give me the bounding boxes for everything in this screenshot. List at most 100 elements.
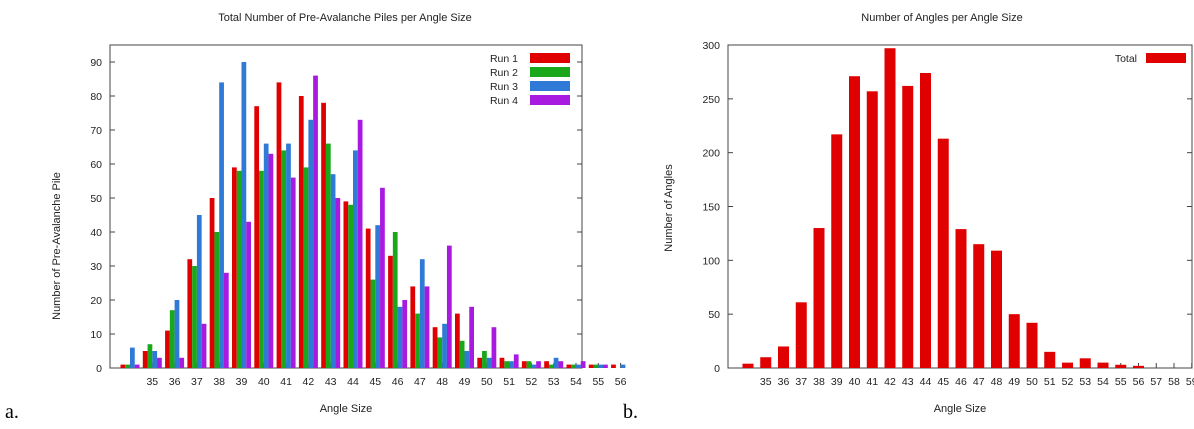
chart-b-xtick-label: 38 [813, 376, 825, 388]
chart-a-bar-run-1 [477, 357, 483, 368]
chart-a-bar-run-1 [276, 82, 282, 369]
chart-b-ytick-label: 300 [702, 40, 720, 52]
chart-a-bar-run-3 [397, 306, 403, 368]
chart-a-ytick-label: 40 [90, 227, 102, 239]
chart-b-bar-total [902, 85, 914, 368]
chart-b-bar-total [1044, 351, 1056, 368]
chart-a-ytick-label: 70 [90, 125, 102, 137]
chart-a-legend-label: Run 2 [490, 67, 518, 79]
chart-a-bar-run-4 [157, 357, 162, 368]
chart-a-bar-run-2 [482, 351, 487, 368]
chart-a-bar-run-4 [536, 361, 541, 368]
chart-a-bar-run-4 [446, 245, 452, 368]
chart-b-bar-total [831, 134, 843, 368]
chart-a-bar-run-2 [571, 364, 576, 368]
chart-a-bar-run-3 [509, 361, 514, 368]
chart-b-xtick-label: 54 [1097, 376, 1109, 388]
chart-a-bar-run-1 [298, 96, 304, 368]
chart-a-bar-run-4 [335, 198, 341, 368]
chart-a-xtick-label: 56 [615, 376, 627, 388]
chart-a-bar-run-2 [548, 364, 554, 368]
chart-a-bar-run-1 [232, 167, 237, 368]
chart-a-xtick-label: 50 [481, 376, 493, 388]
chart-a-bar-run-4 [268, 153, 274, 368]
chart-b-xtick-label: 35 [760, 376, 772, 388]
chart-a-bar-run-3 [598, 364, 604, 368]
chart-b: Number of Angles per Angle Size 0 50 100 15… [623, 12, 1194, 423]
chart-a-ytick-label: 0 [96, 363, 102, 375]
chart-a-ylabel: Number of Pre-Avalanche Pile [51, 172, 63, 320]
chart-a-bar-run-3 [152, 351, 158, 368]
chart-b-ytick-label: 250 [702, 94, 720, 106]
chart-b-bar-total [813, 228, 825, 368]
chart-a-bar-run-4 [357, 119, 363, 368]
chart-b-xtick-label: 48 [991, 376, 1003, 388]
chart-a-title: Total Number of Pre-Avalanche Piles per … [218, 12, 472, 24]
chart-b-bar-total [866, 91, 878, 369]
chart-b-ytick-label: 50 [708, 309, 720, 321]
chart-a-bar-run-4 [313, 75, 318, 368]
chart-a-bar-run-1 [588, 364, 594, 368]
chart-a-bar-run-2 [526, 361, 532, 368]
chart-a-legend-label: Run 4 [490, 95, 518, 107]
chart-a-bar-run-3 [286, 143, 291, 368]
chart-a-bar-run-3 [442, 323, 447, 368]
chart-b-xtick-label: 47 [973, 376, 985, 388]
chart-a-bar-run-1 [544, 361, 549, 368]
chart-a-legend-label: Run 1 [490, 53, 518, 65]
chart-a-bar-run-4 [469, 306, 474, 368]
chart-b-bar-total [742, 363, 754, 368]
chart-a-bar-run-1 [388, 255, 393, 368]
chart-a-bar-run-2 [415, 313, 420, 368]
chart-b-bar-total [849, 76, 860, 369]
chart-b-xtick-label: 40 [849, 376, 861, 388]
chart-a-bar-run-1 [321, 102, 326, 369]
chart-a-bar-run-4 [246, 221, 251, 368]
chart-a-bar-run-4 [603, 364, 608, 368]
chart-a-xtick-label: 47 [414, 376, 426, 388]
chart-b-bar-total [973, 244, 985, 368]
chart-b-ytick-label: 0 [714, 363, 720, 375]
chart-a-bar-run-1 [455, 313, 460, 368]
chart-a-bar-run-2 [259, 170, 264, 368]
chart-a-ytick-label: 50 [90, 193, 102, 205]
chart-a-bar-run-4 [580, 361, 586, 368]
chart-a-xtick-label: 38 [213, 376, 225, 388]
chart-a-xtick-label: 44 [347, 376, 359, 388]
chart-a-bar-run-4 [380, 187, 385, 368]
chart-a-xtick-label: 53 [548, 376, 560, 388]
chart-a-bar-run-2 [169, 310, 175, 368]
chart-a-legend-label: Run 3 [490, 81, 518, 93]
chart-a-x-ticks: 35 36 37 38 39 40 41 42 43 44 45 46 47 48 49 50 51 52 53 54… [146, 363, 627, 388]
chart-a-bar-run-2 [392, 232, 398, 368]
chart-a-xtick-label: 37 [191, 376, 203, 388]
chart-a-bar-run-3 [196, 215, 202, 368]
chart-b-ylabel: Number of Angles [663, 164, 675, 252]
chart-a-bar-run-1 [521, 361, 527, 368]
chart-b-xlabel: Angle Size [934, 403, 987, 415]
chart-a-bar-run-3 [486, 357, 492, 368]
chart-a-legend-swatch [530, 81, 570, 91]
chart-a-ytick-label: 90 [90, 57, 102, 69]
chart-b-bar-total [1115, 364, 1127, 368]
chart-a-bar-run-4 [424, 286, 430, 368]
chart-a-bar-run-2 [214, 232, 220, 368]
chart-a-xtick-label: 51 [503, 376, 515, 388]
chart-b-xtick-label: 37 [795, 376, 807, 388]
chart-a-xtick-label: 55 [592, 376, 604, 388]
chart-b-xtick-label: 39 [831, 376, 843, 388]
chart-a-bar-run-1 [410, 286, 416, 368]
chart-b-ytick-label: 100 [702, 255, 720, 267]
chart-b-bar-total [1133, 365, 1144, 368]
chart-b-bar-total [760, 357, 772, 368]
chart-b-bars [742, 48, 1144, 369]
chart-a-bar-run-3 [174, 300, 180, 368]
chart-a-bar-run-1 [187, 259, 193, 368]
chart-a: Total Number of Pre-Avalanche Piles per … [5, 12, 627, 423]
chart-a-bar-run-3 [219, 82, 224, 369]
chart-a-bar-run-1 [499, 357, 505, 368]
chart-b-bar-total [778, 346, 789, 368]
chart-a-bar-run-1 [365, 228, 371, 368]
chart-a-bar-run-1 [611, 364, 616, 368]
